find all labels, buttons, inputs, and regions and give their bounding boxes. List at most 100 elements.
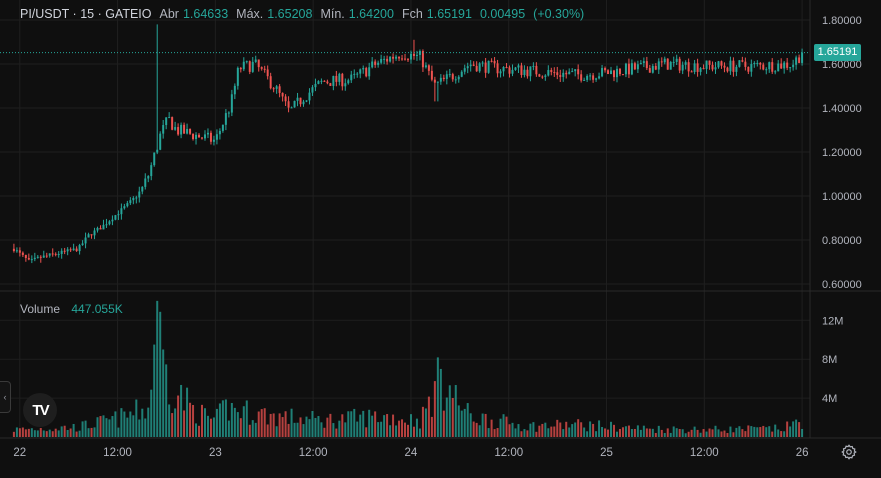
candle-body — [487, 60, 490, 73]
volume-bar — [383, 415, 386, 437]
candle-body — [568, 71, 571, 75]
volume-bar — [765, 427, 768, 437]
candle — [392, 53, 395, 64]
candle-body — [45, 255, 48, 257]
candle-body — [544, 75, 547, 77]
candle — [526, 66, 529, 79]
volume-bar — [433, 381, 436, 437]
candle — [621, 73, 624, 76]
candle — [221, 124, 224, 133]
candle-body — [627, 63, 630, 75]
volume-bar — [404, 422, 407, 437]
candle-body — [630, 63, 633, 75]
candle-body — [200, 137, 203, 139]
candle-body — [678, 58, 681, 71]
candle-body — [162, 125, 165, 134]
candle-body — [795, 57, 798, 65]
candle — [209, 130, 212, 145]
candle — [481, 60, 484, 67]
volume-bar — [51, 431, 54, 437]
candle — [457, 75, 460, 83]
candle — [287, 96, 290, 113]
volume-bar — [726, 432, 729, 437]
candle — [613, 69, 616, 82]
volume-bar — [502, 414, 505, 437]
candle-body — [39, 256, 42, 258]
candle — [24, 254, 27, 262]
volume-bar — [33, 430, 36, 437]
low-label: Mín. — [320, 7, 345, 21]
candle — [559, 69, 562, 83]
candle-body — [278, 86, 281, 93]
volume-bar — [562, 429, 565, 437]
candle-body — [81, 243, 84, 246]
candle — [377, 60, 380, 68]
candle — [630, 59, 633, 76]
candle — [398, 56, 401, 62]
chevron-left-icon[interactable]: ‹ — [0, 381, 11, 413]
candle-body — [514, 67, 517, 70]
volume-bar — [347, 411, 350, 437]
volume-bar — [684, 433, 687, 437]
volume-axis-labels[interactable]: 12M 8M 4M — [822, 315, 843, 405]
candle-body — [203, 134, 206, 139]
volume-bar — [192, 404, 195, 437]
volume-bar — [675, 428, 678, 437]
candle — [186, 123, 189, 135]
candle — [299, 97, 302, 107]
candle — [69, 247, 72, 252]
candle-body — [389, 56, 392, 62]
volume-bar — [768, 426, 771, 437]
volume-bar — [171, 413, 174, 437]
candle — [353, 69, 356, 79]
candle-body — [135, 197, 138, 199]
volume-bar — [21, 427, 24, 437]
tradingview-logo-icon[interactable]: TV — [23, 393, 57, 427]
volume-bar — [236, 412, 239, 437]
candle — [792, 59, 795, 71]
volume-bar — [54, 428, 57, 437]
volume-bar — [732, 432, 735, 437]
candle — [138, 186, 141, 203]
high-value: 1.65208 — [267, 7, 313, 21]
candle-body — [696, 63, 699, 72]
candle — [469, 60, 472, 72]
volume-bar — [574, 422, 577, 437]
candle-body — [550, 70, 553, 73]
candle-body — [230, 94, 233, 113]
price-axis-labels[interactable]: 1.80000 1.60000 1.40000 1.20000 1.00000 0.800… — [822, 15, 862, 291]
candle — [762, 62, 765, 71]
volume-label[interactable]: Volume — [20, 302, 61, 316]
volume-bar — [150, 389, 153, 437]
candle — [583, 77, 586, 82]
symbol-title[interactable]: PI/USDT · 15 · GATEIO — [20, 7, 152, 21]
volume-bar — [251, 420, 254, 437]
volume-bar — [705, 431, 708, 437]
candle — [798, 54, 801, 64]
candle-body — [359, 69, 362, 74]
volume-bar — [598, 420, 601, 437]
candle — [415, 50, 418, 61]
volume-bar — [777, 429, 780, 437]
candle-body — [580, 74, 583, 81]
candle — [478, 62, 481, 73]
candle — [777, 60, 780, 72]
candle-body — [496, 63, 499, 74]
volume-bar — [180, 384, 183, 437]
volume-bar — [711, 429, 714, 437]
volume-tick-label: 8M — [822, 354, 837, 366]
volume-bar — [583, 427, 586, 437]
candle — [618, 67, 621, 77]
candle — [732, 57, 735, 77]
volume-bar — [633, 428, 636, 437]
candle-body — [717, 61, 720, 68]
candle-body — [102, 224, 105, 230]
gear-icon[interactable] — [840, 443, 858, 461]
candle — [269, 72, 272, 90]
candle — [84, 232, 87, 249]
candle-body — [484, 62, 487, 73]
time-axis-labels[interactable]: 22 12:00 23 12:00 24 12:00 25 12:00 26 — [13, 447, 808, 459]
volume-bar — [314, 417, 317, 437]
volume-bar — [227, 420, 230, 437]
